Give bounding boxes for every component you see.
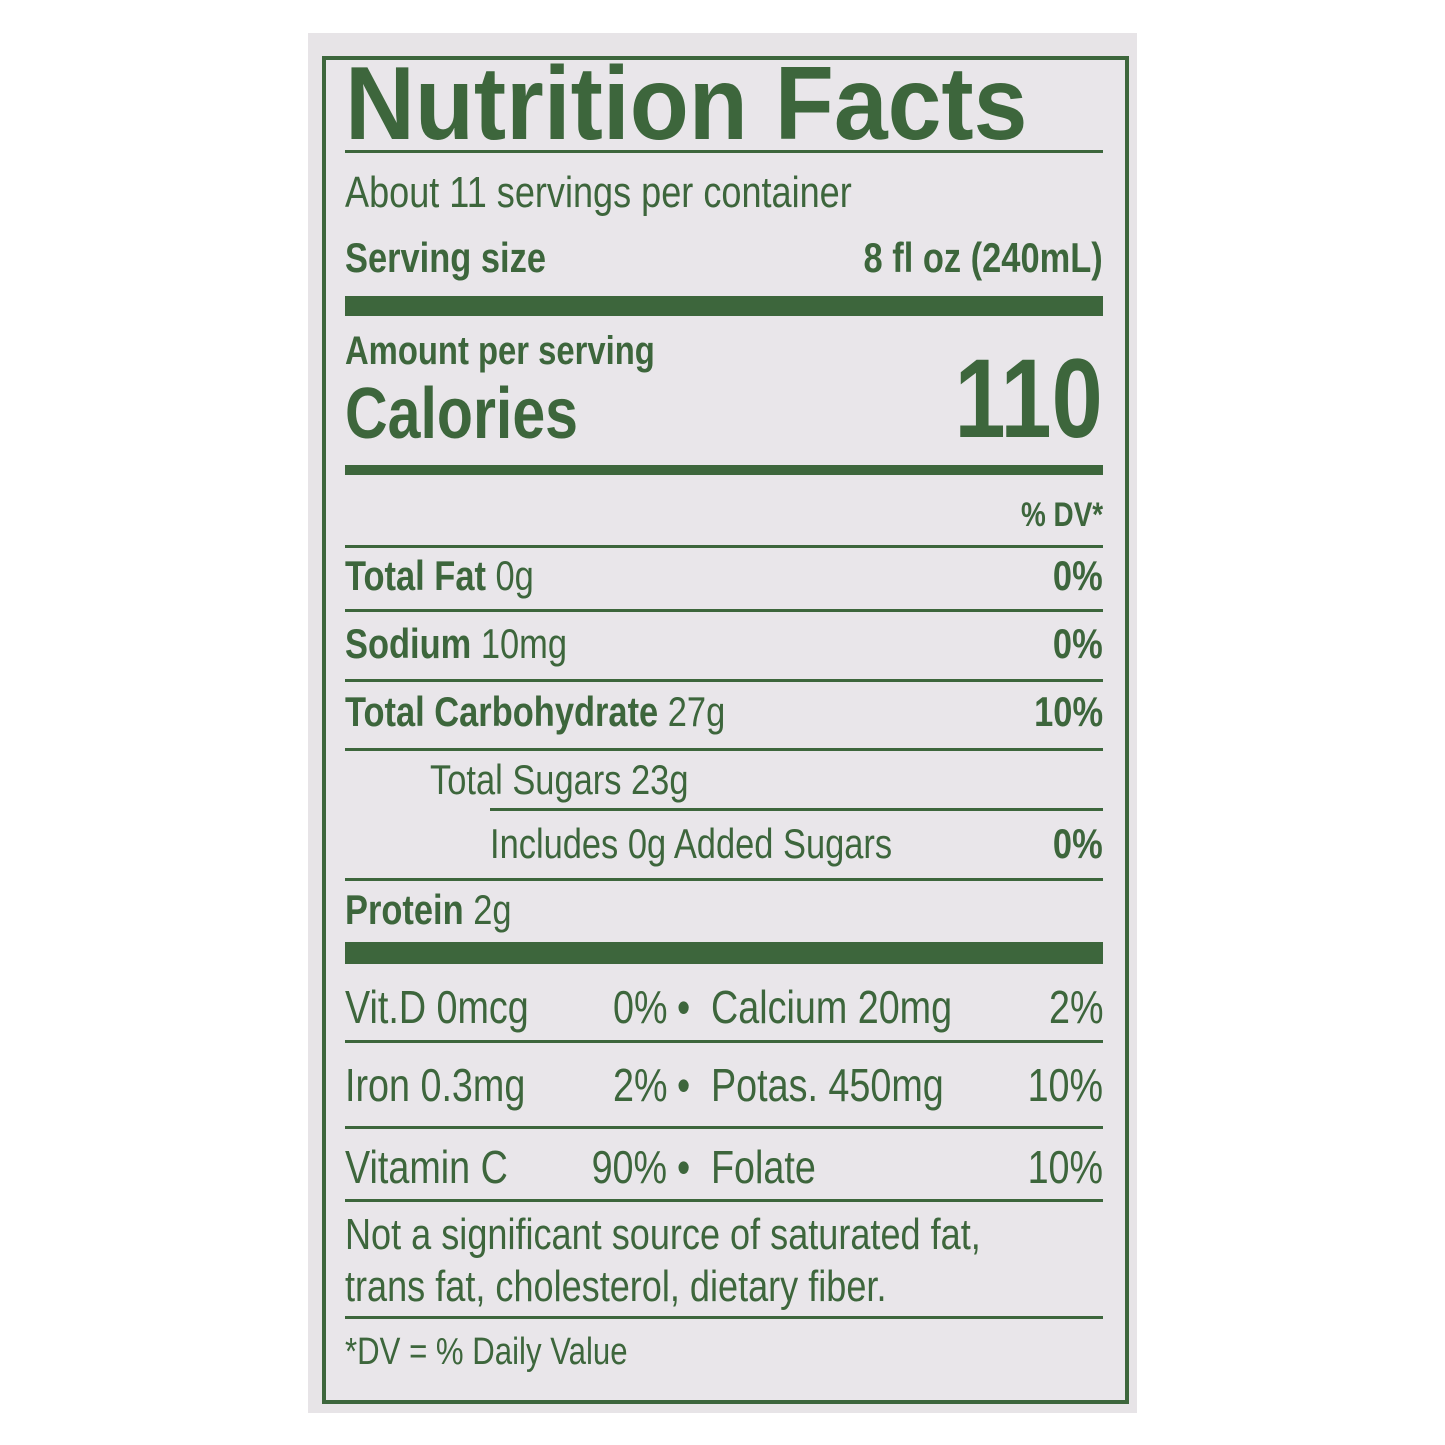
nutrient-dv: 10% bbox=[1034, 688, 1103, 735]
vitamin-left-dv: 2% bbox=[612, 1059, 667, 1111]
dv-header-row: % DV* bbox=[345, 495, 1103, 535]
nutrient-amount: 10mg bbox=[480, 620, 568, 667]
vitamin-right: Calcium 20mg bbox=[711, 981, 953, 1033]
calories-label: Calories bbox=[345, 374, 578, 454]
nutrient-amount: 27g bbox=[667, 688, 726, 735]
vitamin-right: Folate bbox=[711, 1141, 816, 1193]
bullet: • bbox=[677, 1141, 691, 1193]
nutrient-row-sodium: Sodium 10mg 0% bbox=[345, 618, 1103, 668]
label-title-row: Nutrition Facts bbox=[345, 52, 1103, 156]
nutrient-dv: 0% bbox=[1053, 620, 1103, 667]
divider bbox=[345, 878, 1103, 881]
vitamin-left: Vit.D 0mcg bbox=[345, 981, 529, 1033]
vitamin-right: Potas. 450mg bbox=[711, 1059, 944, 1111]
servings-per-container: About 11 servings per container bbox=[345, 168, 852, 217]
nutrient-row-total-fat: Total Fat 0g 0% bbox=[345, 550, 1103, 600]
nutrient-dv: 0% bbox=[1053, 552, 1103, 599]
thick-divider bbox=[345, 296, 1103, 316]
nutrient-name: Includes 0g Added Sugars bbox=[490, 820, 893, 867]
footnote-source-line-2: trans fat, cholesterol, dietary fiber. bbox=[345, 1262, 1103, 1312]
calories-value: 110 bbox=[954, 336, 1103, 461]
divider bbox=[345, 1126, 1103, 1129]
serving-size-value: 8 fl oz (240mL) bbox=[863, 234, 1103, 281]
vitamin-left: Iron 0.3mg bbox=[345, 1059, 526, 1111]
divider bbox=[490, 808, 1103, 811]
vitamin-right-dv: 2% bbox=[1048, 981, 1103, 1033]
nutrient-name: Sodium bbox=[345, 620, 472, 667]
thick-divider bbox=[345, 942, 1103, 964]
divider bbox=[345, 609, 1103, 612]
nutrient-row-total-sugars: Total Sugars 23g bbox=[430, 754, 1103, 804]
nutrient-dv: 0% bbox=[1053, 820, 1103, 867]
label-title: Nutrition Facts bbox=[345, 46, 1028, 162]
nutrient-row-total-carbohydrate: Total Carbohydrate 27g 10% bbox=[345, 686, 1103, 736]
divider bbox=[345, 1199, 1103, 1202]
vitamin-right-dv: 10% bbox=[1027, 1141, 1103, 1193]
vitamin-left: Vitamin C bbox=[345, 1141, 508, 1193]
nutrient-name: Total Carbohydrate bbox=[345, 688, 659, 735]
amount-per-serving: Amount per serving bbox=[345, 329, 655, 373]
servings-row: About 11 servings per container bbox=[345, 168, 1103, 218]
nutrient-amount: 0g bbox=[495, 552, 534, 599]
vitamin-row: Vit.D 0mcg 0% • Calcium 20mg 2% bbox=[345, 980, 1103, 1034]
footnote-source-2: trans fat, cholesterol, dietary fiber. bbox=[345, 1262, 887, 1311]
footnote-dv: *DV = % Daily Value bbox=[345, 1331, 628, 1373]
divider bbox=[345, 748, 1103, 751]
bullet: • bbox=[677, 1059, 691, 1111]
medium-divider bbox=[345, 465, 1103, 475]
bullet: • bbox=[677, 981, 691, 1033]
footnote-source-line-1: Not a significant source of saturated fa… bbox=[345, 1210, 1103, 1260]
nutrient-name: Total Fat bbox=[345, 552, 486, 599]
vitamin-left-dv: 90% bbox=[591, 1141, 667, 1193]
divider bbox=[345, 545, 1103, 548]
footnote-dv-row: *DV = % Daily Value bbox=[345, 1330, 1103, 1374]
vitamin-row: Vitamin C 90% • Folate 10% bbox=[345, 1140, 1103, 1194]
divider bbox=[345, 679, 1103, 682]
vitamin-left-dv: 0% bbox=[612, 981, 667, 1033]
nutrient-row-added-sugars: Includes 0g Added Sugars 0% bbox=[490, 818, 1103, 868]
calories-row: Calories 110 bbox=[345, 336, 1103, 461]
nutrient-name: Protein bbox=[345, 886, 464, 933]
nutrition-label-border bbox=[322, 56, 1129, 1404]
vitamin-right-dv: 10% bbox=[1027, 1059, 1103, 1111]
amount-per-serving-row: Amount per serving bbox=[345, 328, 1103, 374]
divider bbox=[345, 1316, 1103, 1319]
nutrient-row-protein: Protein 2g bbox=[345, 884, 1103, 934]
nutrient-name: Total Sugars 23g bbox=[430, 756, 689, 803]
divider bbox=[345, 1040, 1103, 1043]
vitamin-row: Iron 0.3mg 2% • Potas. 450mg 10% bbox=[345, 1058, 1103, 1112]
dv-header: % DV* bbox=[1020, 496, 1103, 534]
serving-size-row: Serving size 8 fl oz (240mL) bbox=[345, 232, 1103, 282]
serving-size-label: Serving size bbox=[345, 234, 546, 281]
footnote-source: Not a significant source of saturated fa… bbox=[345, 1210, 981, 1259]
nutrient-amount: 2g bbox=[473, 886, 512, 933]
divider bbox=[345, 150, 1103, 153]
